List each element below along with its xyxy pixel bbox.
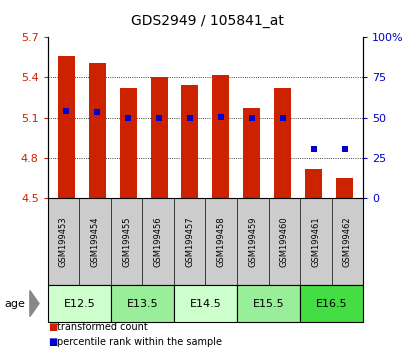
Text: E13.5: E13.5 [127,298,158,309]
Text: GSM199459: GSM199459 [248,216,257,267]
Text: GSM199454: GSM199454 [90,216,100,267]
Bar [212,75,229,198]
Text: age: age [4,298,25,309]
Bar [181,86,198,198]
Text: E15.5: E15.5 [253,298,284,309]
Text: GSM199460: GSM199460 [280,216,289,267]
Text: ■: ■ [48,322,57,332]
Text: GSM199457: GSM199457 [185,216,194,267]
Text: GSM199462: GSM199462 [343,216,352,267]
Text: E12.5: E12.5 [63,298,95,309]
Bar [151,78,168,198]
Bar [58,56,75,198]
Text: E16.5: E16.5 [316,298,347,309]
Text: E14.5: E14.5 [190,298,221,309]
Bar [243,108,260,198]
Bar [305,169,322,198]
Bar [336,178,353,198]
Text: percentile rank within the sample: percentile rank within the sample [57,337,222,347]
Text: GSM199461: GSM199461 [311,216,320,267]
Text: transformed count: transformed count [57,322,148,332]
Bar [120,88,137,198]
Text: GDS2949 / 105841_at: GDS2949 / 105841_at [131,14,284,28]
Text: GSM199458: GSM199458 [217,216,226,267]
Bar [89,63,106,198]
Text: GSM199453: GSM199453 [59,216,68,267]
Text: ■: ■ [48,337,57,347]
Bar [274,88,291,198]
Text: GSM199455: GSM199455 [122,216,131,267]
Text: GSM199456: GSM199456 [154,216,163,267]
